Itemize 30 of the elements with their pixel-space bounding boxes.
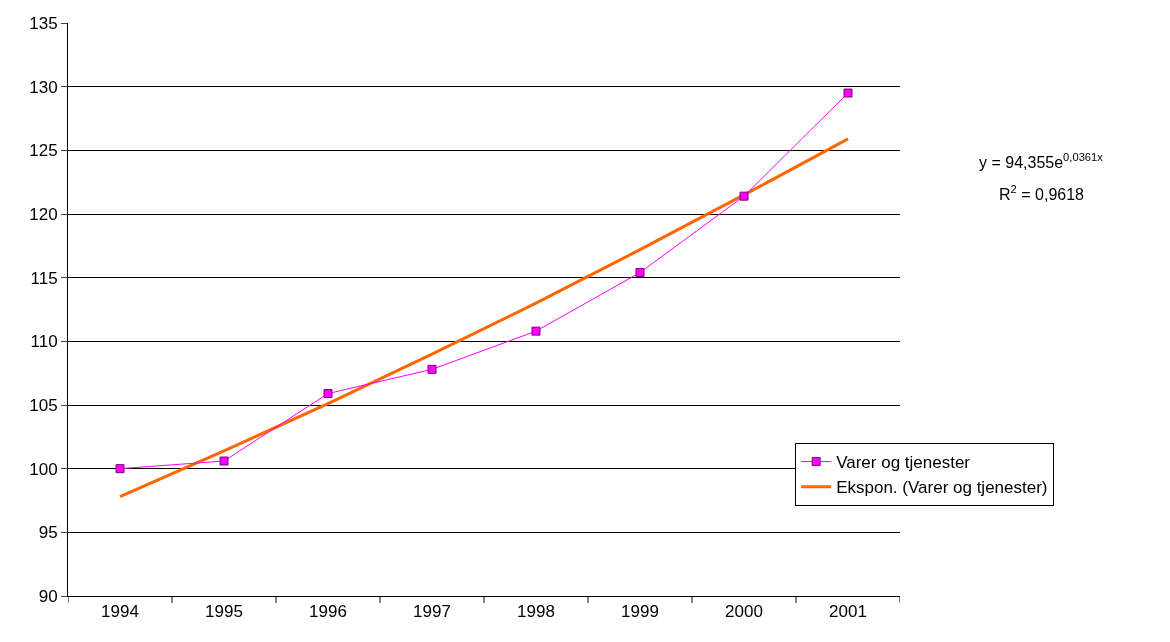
y-tick-label: 95 bbox=[38, 523, 58, 543]
y-tick-label: 110 bbox=[30, 332, 58, 352]
point bbox=[219, 456, 229, 466]
text: R$^{2}$ = 0,9618 bbox=[999, 183, 1085, 203]
x-tick-label: 2000 bbox=[725, 602, 763, 622]
y-tick-label: 120 bbox=[29, 204, 58, 224]
x-tick-label: 2001 bbox=[829, 602, 867, 622]
point bbox=[635, 268, 645, 278]
y-tick-label: 130 bbox=[29, 77, 58, 97]
x-tick-label: 1996 bbox=[309, 602, 347, 622]
point bbox=[427, 364, 437, 374]
y-tick-label: 100 bbox=[29, 459, 58, 479]
legend-label: Varer og tjenester bbox=[836, 453, 971, 473]
x-tick-label: 1995 bbox=[205, 602, 243, 622]
y-tick-label: 90 bbox=[38, 586, 58, 606]
y-tick-label: 115 bbox=[30, 268, 58, 288]
point bbox=[531, 326, 541, 336]
y-tick-label: 125 bbox=[29, 141, 58, 161]
x-tick-label: 1998 bbox=[517, 602, 555, 622]
x-tick-label: 1997 bbox=[413, 602, 451, 622]
x-tick-label: 1999 bbox=[621, 602, 659, 622]
y-tick-label: 105 bbox=[29, 395, 58, 415]
point bbox=[115, 464, 125, 474]
legend-label: Ekspon. (Varer og tjenester) bbox=[836, 478, 1048, 498]
y-tick-label: 135 bbox=[29, 13, 58, 33]
text: y = 94,355e$^{0,0361x}$ bbox=[979, 151, 1104, 171]
point bbox=[323, 389, 333, 399]
x-tick-label: 1994 bbox=[101, 602, 139, 622]
point bbox=[739, 191, 749, 201]
point bbox=[843, 88, 853, 98]
